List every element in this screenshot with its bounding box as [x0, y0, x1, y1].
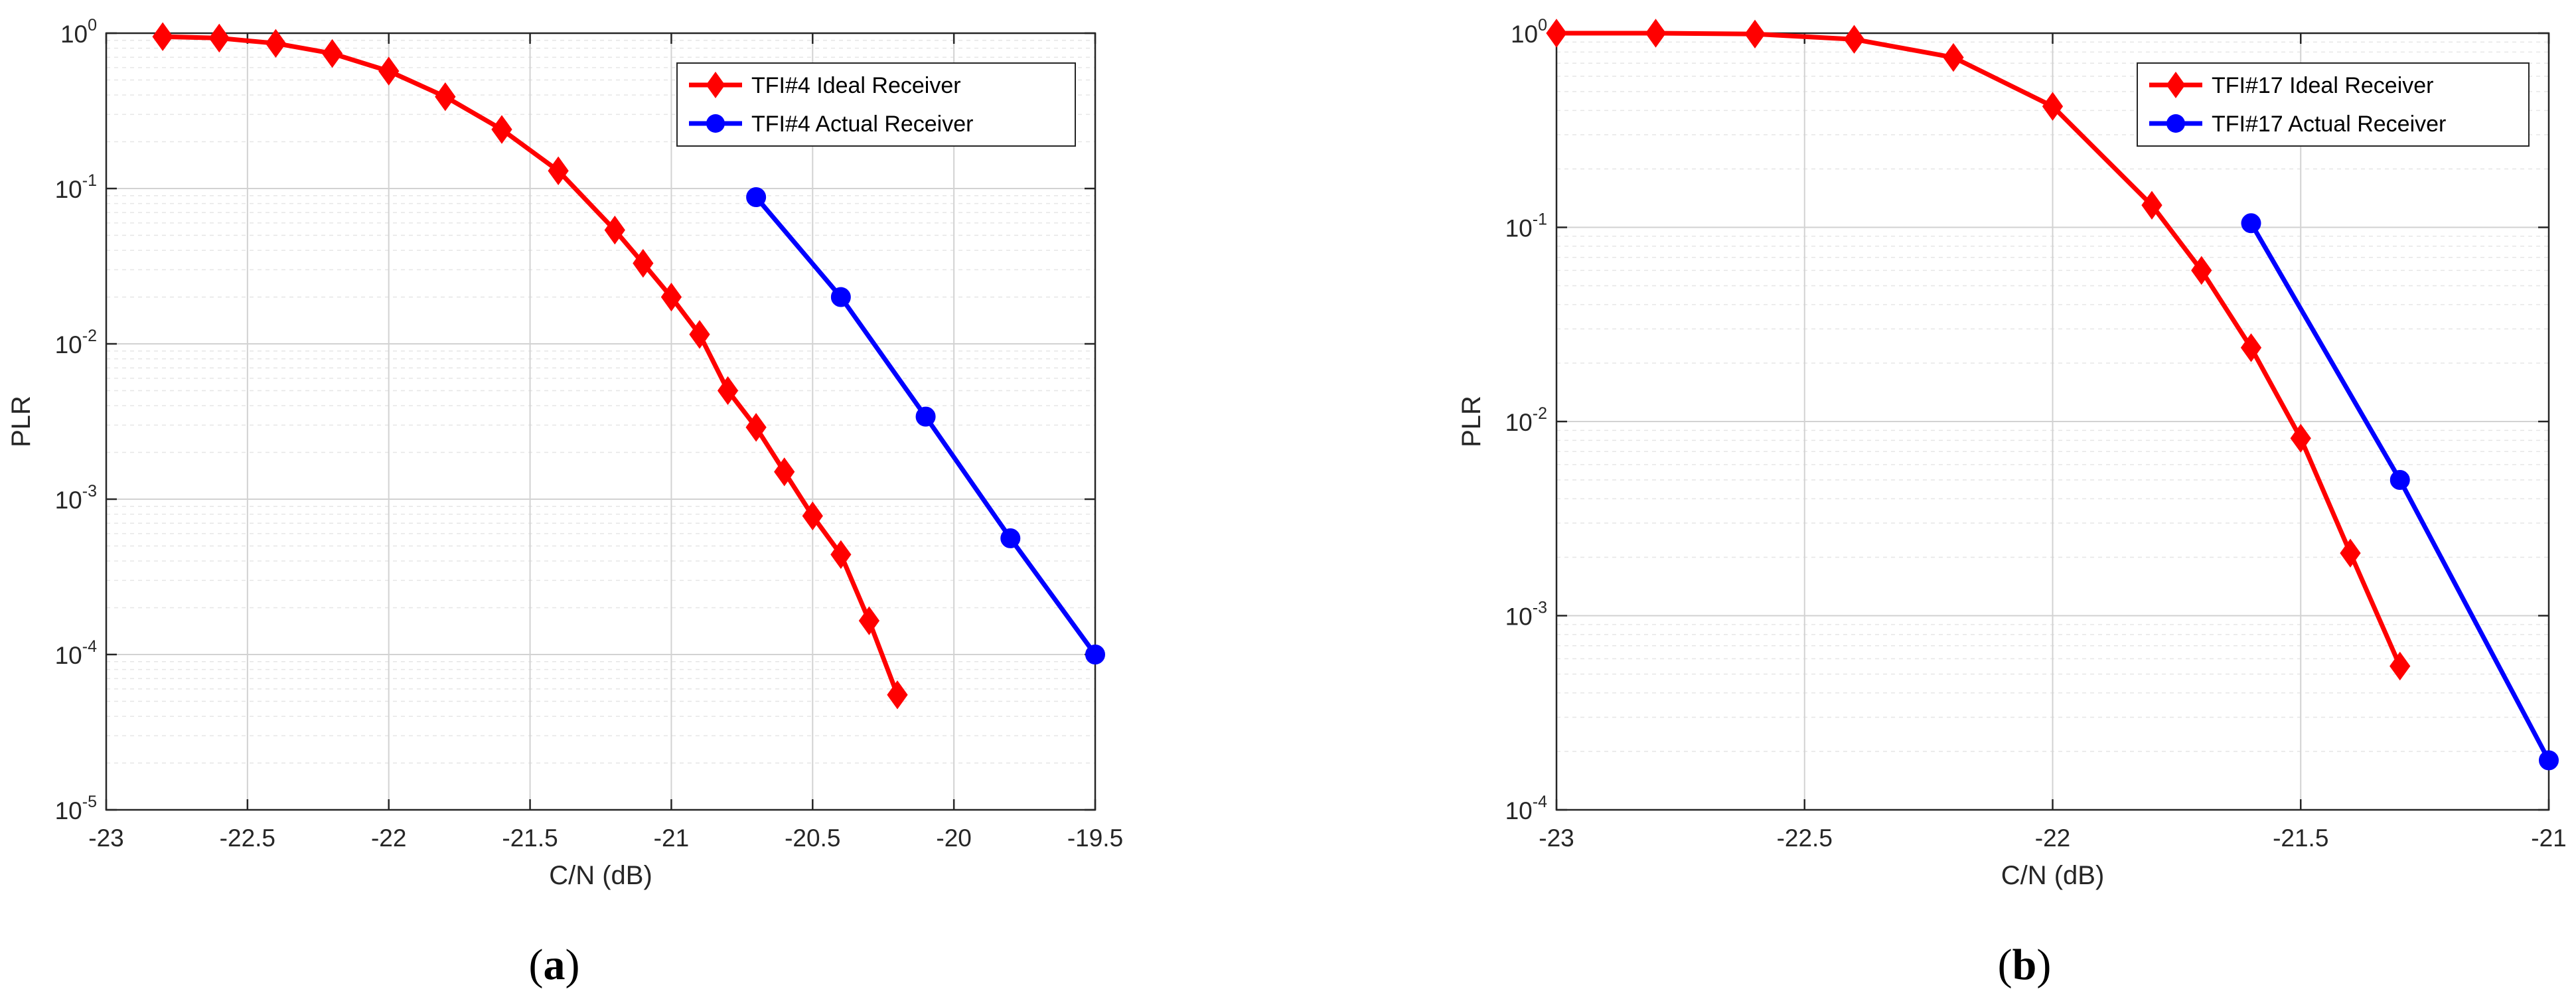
data-point-diamond [689, 320, 710, 349]
data-point-diamond [2042, 92, 2064, 121]
y-tick-label: 100 [1511, 16, 1547, 48]
x-tick-label: -22 [2035, 824, 2070, 852]
data-point-diamond [2290, 424, 2311, 453]
x-tick-label: -21 [2531, 824, 2566, 852]
series-actual [746, 187, 1105, 664]
data-point-circle [2389, 470, 2410, 491]
data-point-diamond [1744, 19, 1766, 48]
y-tick-label: 100 [60, 16, 97, 48]
y-tick-label: 10-3 [1505, 599, 1547, 631]
data-point-diamond [1943, 42, 1964, 72]
x-tick-label: -21 [654, 824, 689, 852]
data-point-diamond [548, 156, 569, 186]
legend-entry-label: TFI#17 Ideal Receiver [2212, 73, 2434, 98]
data-point-diamond [1546, 19, 1567, 48]
y-tick-label: 10-4 [55, 637, 97, 669]
caption-a: (a) [529, 941, 580, 989]
y-axis-label: PLR [7, 396, 36, 447]
legend-marker-circle [2166, 114, 2185, 133]
x-tick-label: -19.5 [1067, 824, 1123, 852]
data-point-diamond [265, 29, 287, 58]
x-tick-label: -20.5 [785, 824, 840, 852]
x-axis-label: C/N (dB) [2001, 861, 2105, 890]
data-point-diamond [2191, 256, 2212, 285]
x-axis: -23 -22.5 -22 -21.5 -21 [1539, 33, 2567, 852]
data-point-diamond [717, 376, 739, 406]
legend-entry-label: TFI#17 Actual Receiver [2212, 112, 2446, 137]
x-tick-label: -22.5 [1777, 824, 1833, 852]
data-point-diamond [435, 82, 456, 112]
y-tick-label: 10-1 [55, 171, 97, 203]
x-tick-label: -22 [371, 824, 406, 852]
data-point-diamond [208, 23, 230, 53]
legend-entry-label: TFI#4 Ideal Receiver [751, 73, 961, 98]
x-tick-label: -23 [88, 824, 123, 852]
legend-box [2137, 62, 2530, 147]
caption-b: (b) [1998, 941, 2052, 989]
data-point-diamond [378, 56, 400, 86]
data-point-diamond [2340, 538, 2361, 568]
data-point-diamond [745, 413, 767, 442]
x-tick-label: -20 [936, 824, 971, 852]
series-line [1556, 31, 2402, 667]
data-point-diamond [321, 39, 343, 68]
x-tick-label: -21.5 [502, 824, 558, 852]
data-point-diamond [2141, 191, 2162, 220]
data-point-diamond [802, 501, 823, 530]
data-point-circle [830, 287, 851, 307]
plot-area-frame [105, 32, 1097, 811]
legend: TFI#17 Ideal Receiver TFI#17 Actual Recei… [2137, 62, 2530, 147]
data-point-diamond [1843, 25, 1865, 54]
x-axis: -23 -22.5 -22 -21.5 -21 -20.5 -20 -19.5 [88, 33, 1123, 852]
data-point-diamond [660, 282, 682, 312]
series-actual [2241, 213, 2559, 771]
data-point-circle [1000, 528, 1021, 548]
y-tick-label: 10-5 [55, 793, 97, 824]
data-point-diamond [858, 606, 880, 635]
y-axis: 10-5 10-4 10-3 10-2 10-1 100 [55, 16, 1095, 824]
data-point-diamond [604, 215, 625, 245]
data-point-circle [2241, 213, 2261, 234]
legend: TFI#4 Ideal Receiver TFI#4 Actual Receive… [676, 62, 1076, 147]
x-tick-label: -22.5 [220, 824, 275, 852]
x-tick-label: -23 [1539, 824, 1574, 852]
data-point-diamond [491, 115, 512, 144]
major-grid [106, 33, 1096, 810]
x-axis-label: C/N (dB) [549, 861, 652, 890]
series-ideal [1546, 19, 2411, 681]
y-tick-label: 10-2 [55, 327, 97, 358]
series-ideal [152, 22, 908, 710]
x-tick-label: -21.5 [2273, 824, 2328, 852]
data-point-diamond [830, 540, 852, 570]
data-point-diamond [774, 457, 795, 487]
legend-marker-circle [706, 114, 725, 133]
chart-a: -23 -22.5 -22 -21.5 -21 -20.5 -20 -19.5 10-5 10-4… [7, 16, 1123, 890]
y-tick-label: 10-2 [1505, 404, 1547, 436]
data-point-diamond [1645, 19, 1667, 48]
data-point-diamond [152, 22, 173, 51]
data-point-circle [2539, 750, 2559, 771]
legend-box [676, 62, 1076, 147]
legend-entry-label: TFI#4 Actual Receiver [751, 112, 973, 137]
data-point-diamond [2240, 333, 2262, 362]
data-point-diamond [887, 680, 908, 710]
legend-marker-diamond [706, 72, 725, 98]
chart-b: -23 -22.5 -22 -21.5 -21 10-4 10-3 10-2 10-1 100 C/… [1457, 16, 2567, 890]
data-point-diamond [633, 248, 654, 278]
y-axis-label: PLR [1457, 396, 1486, 447]
data-point-diamond [2389, 651, 2411, 681]
legend-marker-diamond [2166, 72, 2186, 98]
data-point-circle [915, 406, 936, 427]
data-point-circle [746, 187, 767, 207]
y-tick-label: 10-4 [1505, 793, 1547, 824]
y-tick-label: 10-1 [1505, 210, 1547, 242]
data-point-circle [1085, 645, 1105, 664]
y-tick-label: 10-3 [55, 482, 97, 514]
